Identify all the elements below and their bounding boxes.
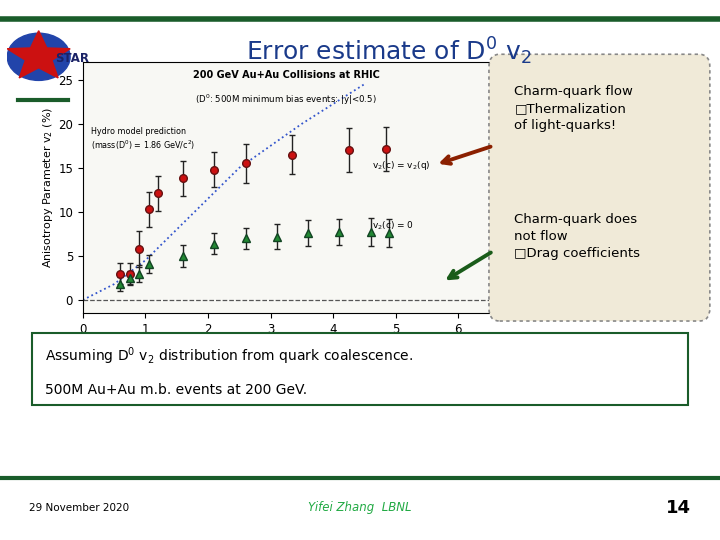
Text: Yifei Zhang  LBNL: Yifei Zhang LBNL (308, 501, 412, 514)
Text: v$_2$(c) = v$_2$(q): v$_2$(c) = v$_2$(q) (372, 159, 430, 172)
Text: 500M Au+Au m.b. events at 200 GeV.: 500M Au+Au m.b. events at 200 GeV. (45, 383, 307, 397)
Text: (D$^0$: 500M minimum bias events: |y|<0.5): (D$^0$: 500M minimum bias events: |y|<0.… (195, 92, 377, 106)
Text: v$_2$(c) = 0: v$_2$(c) = 0 (372, 219, 414, 232)
Text: 29 November 2020: 29 November 2020 (29, 503, 129, 512)
Text: Assuming D$^0$ v$_2$ distribution from quark coalescence.: Assuming D$^0$ v$_2$ distribution from q… (45, 345, 413, 367)
Text: Charm-quark does
not flow
□Drag coefficients: Charm-quark does not flow □Drag coeffici… (515, 213, 641, 260)
Y-axis label: Anisotropy Parameter v$_2$ (%): Anisotropy Parameter v$_2$ (%) (42, 107, 55, 268)
Text: STAR: STAR (55, 51, 89, 65)
Polygon shape (7, 31, 70, 78)
X-axis label: Transverse Momentum p$_T$ (GeV/c): Transverse Momentum p$_T$ (GeV/c) (173, 340, 400, 357)
FancyBboxPatch shape (32, 333, 688, 404)
Text: 14: 14 (666, 498, 691, 517)
Text: 200 GeV Au+Au Collisions at RHIC: 200 GeV Au+Au Collisions at RHIC (193, 70, 379, 79)
FancyBboxPatch shape (489, 54, 710, 321)
Text: Hydro model prediction
(mass(D$^0$) = 1.86 GeV/c$^2$): Hydro model prediction (mass(D$^0$) = 1.… (91, 127, 195, 152)
Circle shape (7, 33, 70, 80)
Text: Charm-quark flow
□Thermalization
of light-quarks!: Charm-quark flow □Thermalization of ligh… (515, 85, 634, 132)
Text: Error estimate of D$^0$ v$_2$: Error estimate of D$^0$ v$_2$ (246, 36, 531, 67)
